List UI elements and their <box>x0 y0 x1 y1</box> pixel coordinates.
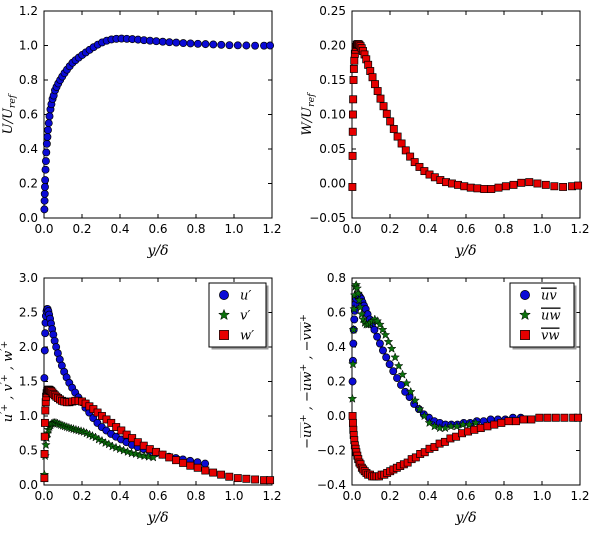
svg-text:0.4: 0.4 <box>110 489 129 503</box>
chart-w-mean: 0.0 0.2 0.4 0.6 0.8 1.0 1.2 −0.05 0.00 0.05 0.10 0.… <box>300 4 590 259</box>
svg-text:1.2: 1.2 <box>570 222 589 236</box>
svg-text:0.6: 0.6 <box>456 222 475 236</box>
svg-text:0.25: 0.25 <box>319 4 346 18</box>
svg-text:v′: v′ <box>240 309 250 324</box>
svg-text:w′: w′ <box>240 329 254 344</box>
svg-text:0.8: 0.8 <box>186 489 205 503</box>
svg-text:0.4: 0.4 <box>110 222 129 236</box>
svg-text:−uv+ , −uw+ , −vw+: −uv+ , −uw+ , −vw+ <box>300 314 315 449</box>
subplot-u-mean: 0.0 0.2 0.4 0.6 0.8 1.0 1.2 0.0 0.2 0.4 0.6 0.8 1.0 1… <box>0 0 300 266</box>
svg-text:0.8: 0.8 <box>19 73 38 87</box>
svg-text:uv: uv <box>541 289 557 304</box>
svg-text:y/δ: y/δ <box>146 243 168 259</box>
subplot-shear-stresses: 0.0 0.2 0.4 0.6 0.8 1.0 1.2 −0.4 −0.2 0.0 0.2 0.4 0.… <box>300 266 600 533</box>
svg-text:0.0: 0.0 <box>34 489 53 503</box>
svg-text:0.0: 0.0 <box>34 222 53 236</box>
svg-text:2.0: 2.0 <box>19 340 38 354</box>
svg-text:0.2: 0.2 <box>380 222 399 236</box>
svg-text:1.0: 1.0 <box>532 489 551 503</box>
svg-text:0.10: 0.10 <box>319 108 346 122</box>
svg-text:y/δ: y/δ <box>454 243 476 259</box>
svg-text:0.15: 0.15 <box>319 73 346 87</box>
subplot-rms-fluctuations: 0.0 0.2 0.4 0.6 0.8 1.0 1.2 0.0 0.5 1.0 1.5 2.0 2.5 3… <box>0 266 300 533</box>
svg-text:0.05: 0.05 <box>319 142 346 156</box>
svg-text:uw: uw <box>541 309 561 324</box>
svg-text:u′+ , v′+ , w′+: u′+ , v′+ , w′+ <box>0 341 16 423</box>
svg-text:0.0: 0.0 <box>342 222 361 236</box>
svg-text:0.20: 0.20 <box>319 39 346 53</box>
svg-text:W/Uref: W/Uref <box>300 92 317 136</box>
svg-text:0.0: 0.0 <box>342 489 361 503</box>
svg-text:0.00: 0.00 <box>319 177 346 191</box>
svg-text:0.6: 0.6 <box>456 489 475 503</box>
svg-text:0.2: 0.2 <box>19 177 38 191</box>
svg-text:−0.05: −0.05 <box>309 211 346 225</box>
svg-text:2.5: 2.5 <box>19 306 38 320</box>
svg-text:0.2: 0.2 <box>72 489 91 503</box>
svg-text:1.0: 1.0 <box>224 489 243 503</box>
svg-text:3.0: 3.0 <box>19 271 38 285</box>
svg-text:0.5: 0.5 <box>19 444 38 458</box>
svg-text:0.0: 0.0 <box>19 478 38 492</box>
svg-text:−0.4: −0.4 <box>317 478 346 492</box>
svg-text:0.8: 0.8 <box>327 271 346 285</box>
svg-text:0.2: 0.2 <box>327 375 346 389</box>
svg-text:U/Uref: U/Uref <box>1 93 18 134</box>
svg-text:0.8: 0.8 <box>494 222 513 236</box>
svg-text:0.2: 0.2 <box>380 489 399 503</box>
svg-text:1.2: 1.2 <box>570 489 589 503</box>
chart-u-mean: 0.0 0.2 0.4 0.6 0.8 1.0 1.2 0.0 0.2 0.4 0.6 0.8 1.0 1… <box>1 4 282 259</box>
svg-text:y/δ: y/δ <box>146 510 168 526</box>
svg-text:1.2: 1.2 <box>262 489 281 503</box>
svg-text:1.2: 1.2 <box>19 4 38 18</box>
svg-text:0.6: 0.6 <box>327 306 346 320</box>
svg-text:0.8: 0.8 <box>494 489 513 503</box>
svg-text:vw: vw <box>541 329 559 344</box>
svg-text:y/δ: y/δ <box>454 510 476 526</box>
chart-shear-stresses: 0.0 0.2 0.4 0.6 0.8 1.0 1.2 −0.4 −0.2 0.0 0.2 0.4 0.… <box>300 271 590 526</box>
svg-text:1.0: 1.0 <box>532 222 551 236</box>
svg-text:0.4: 0.4 <box>418 222 437 236</box>
svg-text:1.0: 1.0 <box>224 222 243 236</box>
svg-text:0.4: 0.4 <box>19 142 38 156</box>
subplot-w-mean: 0.0 0.2 0.4 0.6 0.8 1.0 1.2 −0.05 0.00 0.05 0.10 0.… <box>300 0 600 266</box>
svg-text:0.8: 0.8 <box>186 222 205 236</box>
svg-text:0.4: 0.4 <box>418 489 437 503</box>
svg-text:1.2: 1.2 <box>262 222 281 236</box>
svg-text:0.2: 0.2 <box>72 222 91 236</box>
svg-text:1.0: 1.0 <box>19 39 38 53</box>
svg-text:u′: u′ <box>240 289 251 304</box>
svg-text:0.6: 0.6 <box>148 222 167 236</box>
svg-text:0.0: 0.0 <box>19 211 38 225</box>
svg-text:0.6: 0.6 <box>148 489 167 503</box>
svg-text:−0.2: −0.2 <box>317 444 346 458</box>
svg-text:0.0: 0.0 <box>327 409 346 423</box>
svg-text:0.6: 0.6 <box>19 108 38 122</box>
svg-text:1.0: 1.0 <box>19 409 38 423</box>
chart-rms-fluctuations: 0.0 0.2 0.4 0.6 0.8 1.0 1.2 0.0 0.5 1.0 1.5 2.0 2.5 3… <box>0 271 282 526</box>
svg-text:1.5: 1.5 <box>19 375 38 389</box>
svg-text:0.4: 0.4 <box>327 340 346 354</box>
